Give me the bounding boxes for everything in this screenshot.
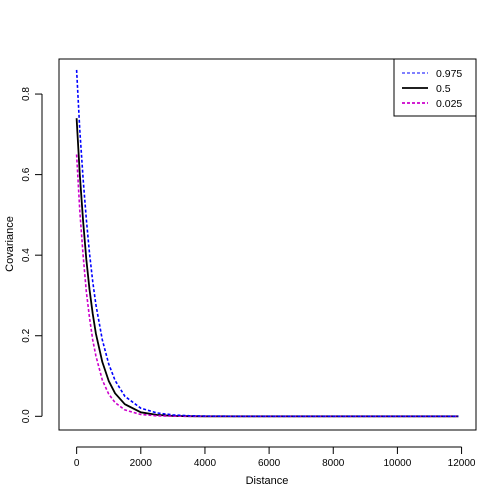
legend-label-05: 0.5 — [436, 83, 451, 95]
x-tick-label: 12000 — [448, 458, 476, 469]
series-line-0975 — [75, 69, 459, 418]
x-axis: 0 2000 4000 6000 8000 10000 12000 — [74, 446, 476, 469]
y-tick-label: 0.4 — [21, 248, 32, 262]
y-axis-title: Covariance — [4, 216, 16, 272]
y-tick-label: 0.8 — [21, 87, 32, 101]
y-tick-label: 0.2 — [21, 328, 32, 342]
series-line-0025 — [75, 154, 459, 418]
x-tick-label: 6000 — [258, 458, 281, 469]
y-axis: 0.0 0.2 0.4 0.6 0.8 — [21, 87, 43, 423]
legend-label-0025: 0.025 — [436, 98, 462, 110]
x-tick-label: 10000 — [384, 458, 412, 469]
x-axis-title: Distance — [246, 475, 289, 487]
y-tick-label: 0.6 — [21, 167, 32, 181]
x-tick-label: 2000 — [130, 458, 153, 469]
plot-frame — [58, 58, 477, 431]
x-tick-label: 8000 — [322, 458, 345, 469]
y-tick-label: 0.0 — [21, 409, 32, 423]
series-layer — [75, 69, 459, 418]
legend-label-0975: 0.975 — [436, 68, 462, 80]
legend: 0.975 0.5 0.025 — [393, 58, 477, 117]
x-tick-label: 4000 — [194, 458, 217, 469]
series-line-05 — [75, 118, 459, 418]
x-tick-label: 0 — [74, 458, 80, 469]
